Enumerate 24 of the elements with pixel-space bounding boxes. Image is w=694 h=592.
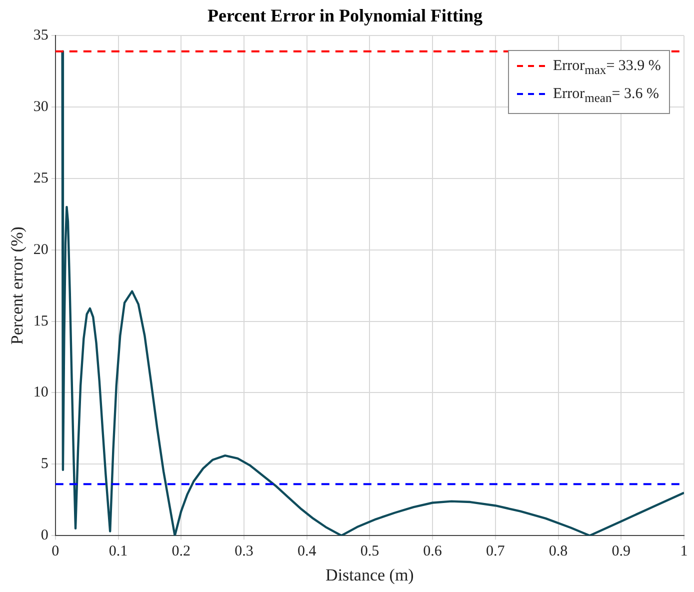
x-tick-label: 0 [52, 544, 60, 560]
x-tick-label: 0.8 [548, 544, 568, 560]
y-tick-label: 15 [33, 313, 48, 330]
legend-label: Error$_{mean}$= 3.6 % [553, 86, 659, 105]
y-tick-label: 5 [40, 456, 48, 472]
y-tick-label: 30 [33, 98, 48, 115]
legend-label: Error$_{max}$= 33.9 % [553, 58, 661, 77]
x-tick-label: 0.2 [172, 544, 190, 560]
x-tick-label: 0.9 [612, 544, 631, 560]
x-tick-label: 0.1 [108, 544, 128, 560]
x-tick-label: 1 [680, 544, 688, 560]
y-tick-label: 35 [33, 28, 48, 44]
y-axis-title: Percent error (%) [8, 226, 27, 345]
x-tick-label: 0.4 [297, 544, 317, 560]
y-tick-label: 0 [40, 528, 48, 544]
x-tick-label: 0.7 [486, 544, 506, 560]
x-tick-label: 0.3 [234, 544, 254, 560]
x-tick-label: 0.6 [423, 544, 442, 560]
y-tick-label: 10 [33, 384, 48, 401]
chart-title: Percent Error in Polynomial Fitting [208, 5, 482, 26]
y-tick-label: 25 [33, 170, 48, 186]
y-tick-label: 20 [33, 242, 48, 258]
x-tick-label: 0.5 [360, 544, 380, 560]
x-axis-title: Distance (m) [326, 565, 414, 584]
